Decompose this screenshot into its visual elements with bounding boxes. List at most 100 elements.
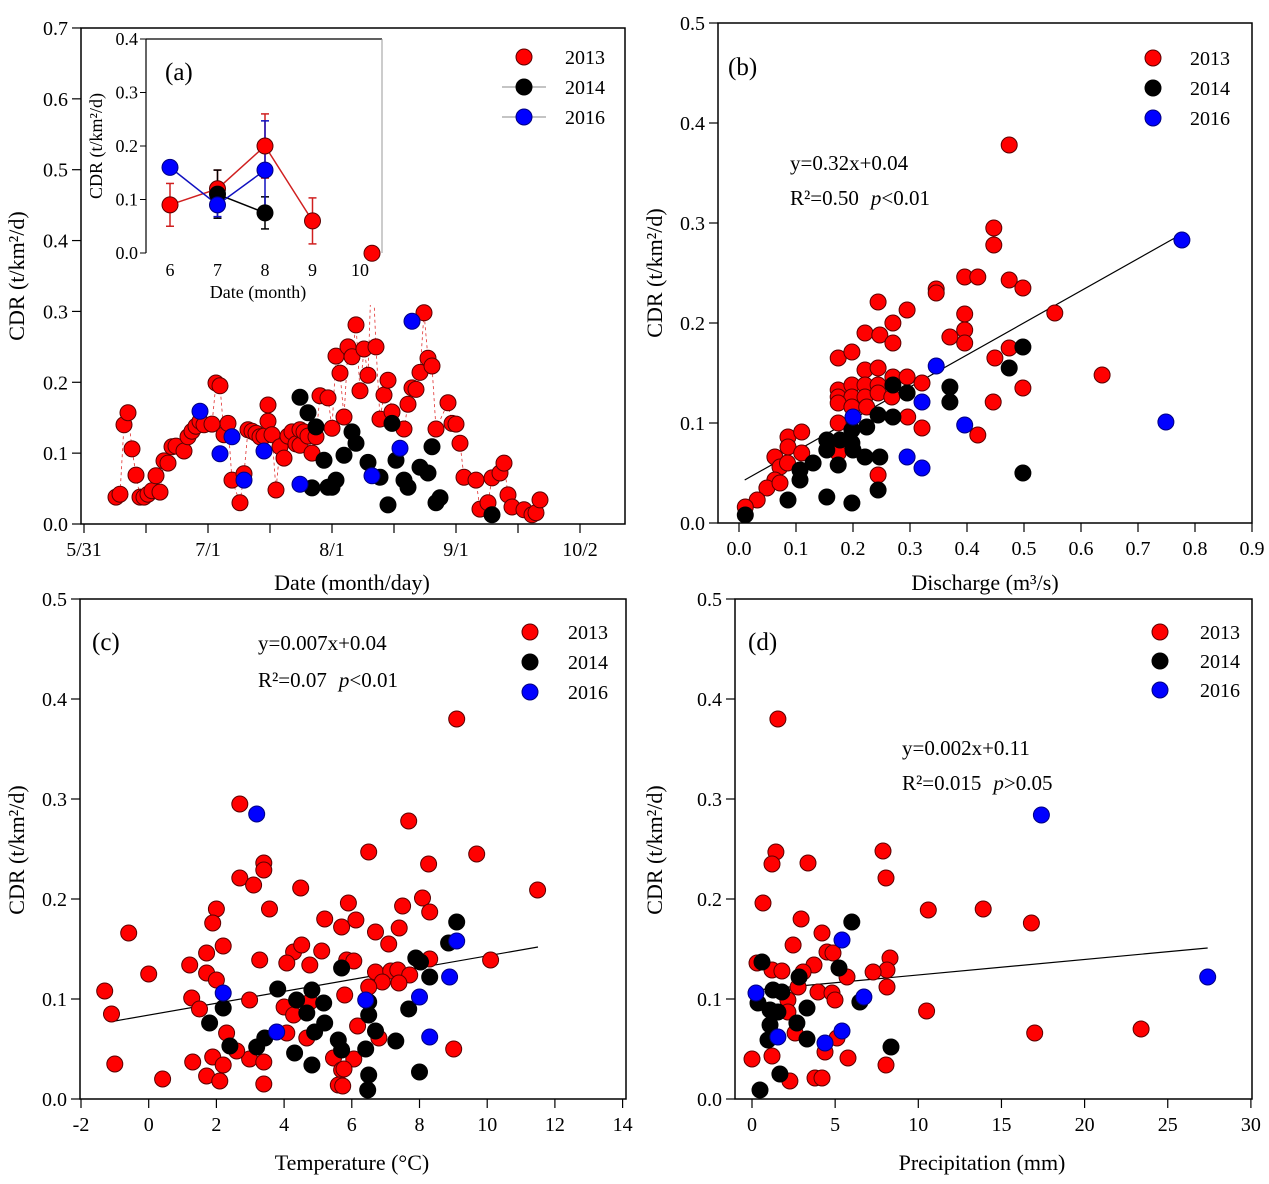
plot-frame	[734, 598, 1253, 1100]
data-point-2016	[403, 312, 421, 330]
data-point-2013	[347, 911, 365, 929]
data-point-2014	[798, 999, 816, 1017]
data-point-2014	[357, 1040, 375, 1058]
x-tick-label: 4	[279, 1114, 289, 1136]
y-axis: 0.0 0.1 0.2 0.3 0.4 0.5	[680, 13, 718, 535]
data-point-2014	[483, 506, 501, 524]
data-point-2013	[869, 293, 887, 311]
legend-marker-2014	[1144, 79, 1162, 97]
data-point-2013	[829, 414, 847, 432]
data-point-2014	[431, 489, 449, 507]
x-axis: 0.0 0.1 0.2 0.3 0.4 0.5 0.6 0.7 0.8 0.9	[727, 523, 1265, 560]
data-point-2014	[448, 913, 466, 931]
data-point-2014	[379, 496, 397, 514]
data-point-2014	[411, 1063, 428, 1081]
data-point-2014	[856, 448, 874, 466]
data-point-2014	[419, 464, 437, 482]
data-point-2014	[884, 408, 902, 426]
y-axis: 0.0 0.1 0.2 0.3 0.4 0.5 0.6 0.7	[43, 18, 81, 536]
data-point-2013	[482, 951, 500, 969]
data-point-2014	[335, 446, 353, 464]
data-point-2014	[286, 1044, 304, 1062]
data-point-2014	[882, 1038, 900, 1056]
legend-label: 2016	[568, 682, 608, 704]
data-point-2013	[763, 855, 781, 873]
x-tick-label: 8/1	[319, 539, 345, 561]
y-tick-label: 0.5	[43, 160, 68, 182]
data-point-2016	[448, 932, 466, 950]
x-axis: 5/31 7/1 8/1 9/1 10/2	[66, 524, 598, 561]
data-point-2013	[884, 334, 902, 352]
data-point-2013	[495, 454, 513, 472]
y-tick-label: 0.4	[680, 113, 705, 135]
data-point-2016	[1199, 968, 1217, 986]
x-tick-label: 6	[347, 1114, 357, 1136]
data-point-2013	[319, 389, 337, 407]
series-2013	[96, 710, 547, 1095]
inset-point-2016	[256, 161, 274, 179]
legend-label: 2016	[1190, 108, 1230, 130]
data-point-2014	[869, 481, 887, 499]
panel-a-ylabel: CDR (t/km²/d)	[4, 211, 29, 340]
p-symbol: p	[991, 771, 1004, 795]
legend-marker-2013	[1151, 623, 1169, 641]
panel-d-stats: R²=0.015 p>0.05	[902, 771, 1053, 795]
data-point-2013	[191, 1000, 208, 1018]
data-point-2013	[843, 343, 861, 361]
series-2016	[191, 312, 421, 493]
x-tick-label: 0	[747, 1114, 757, 1136]
y-tick-label: 0.2	[697, 889, 722, 911]
data-point-2013	[367, 338, 385, 356]
data-point-2013	[316, 910, 334, 928]
data-point-2014	[387, 1032, 405, 1050]
data-point-2013	[414, 889, 431, 907]
data-point-2016	[927, 357, 945, 375]
data-point-2013	[899, 408, 917, 426]
data-point-2013	[261, 900, 278, 918]
legend-label: 2014	[565, 77, 605, 99]
legend-label: 2013	[565, 47, 605, 69]
x-tick-label: -2	[73, 1114, 90, 1136]
y-tick-label: 0.2	[43, 372, 68, 394]
inset-x-tick-label: 10	[351, 260, 369, 280]
data-point-2016	[363, 467, 381, 485]
panel-a-xlabel: Date (month/day)	[274, 570, 430, 595]
data-point-2016	[411, 988, 428, 1006]
data-point-2013	[974, 900, 992, 918]
legend-label: 2016	[565, 107, 605, 129]
data-point-2013	[813, 1069, 831, 1087]
data-point-2013	[986, 349, 1004, 367]
data-point-2013	[423, 357, 441, 375]
data-point-2016	[191, 402, 209, 420]
data-point-2013	[468, 845, 486, 863]
data-point-2013	[793, 444, 811, 462]
inset-xlabel: Date (month)	[210, 282, 306, 303]
data-point-2014	[303, 981, 321, 999]
y-tick-label: 0.3	[680, 213, 705, 235]
y-tick-label: 0.4	[697, 689, 722, 711]
legend-marker-2013	[1144, 49, 1162, 67]
regression-line	[756, 947, 1208, 991]
data-point-2014	[884, 376, 902, 394]
data-point-2013	[103, 1005, 120, 1023]
data-point-2013	[773, 962, 791, 980]
x-tick-label: 2	[211, 1114, 221, 1136]
data-point-2013	[399, 395, 417, 413]
data-point-2014	[367, 1022, 384, 1040]
series-2016	[747, 806, 1217, 1052]
data-point-2013	[985, 236, 1003, 254]
data-point-2013	[439, 394, 457, 412]
data-point-2013	[743, 1050, 761, 1068]
data-point-2014	[791, 461, 809, 479]
data-point-2014	[1014, 464, 1032, 482]
data-point-2013	[529, 881, 547, 899]
data-point-2013	[323, 419, 341, 437]
data-point-2014	[201, 1014, 219, 1032]
x-tick-label: 7/1	[195, 539, 221, 561]
y-tick-label: 0.1	[42, 989, 67, 1011]
x-tick-label: 0	[144, 1114, 154, 1136]
legend-label: 2014	[1190, 78, 1230, 100]
data-point-2016	[391, 439, 409, 457]
series-2016	[844, 231, 1191, 477]
data-point-2013	[407, 380, 425, 398]
